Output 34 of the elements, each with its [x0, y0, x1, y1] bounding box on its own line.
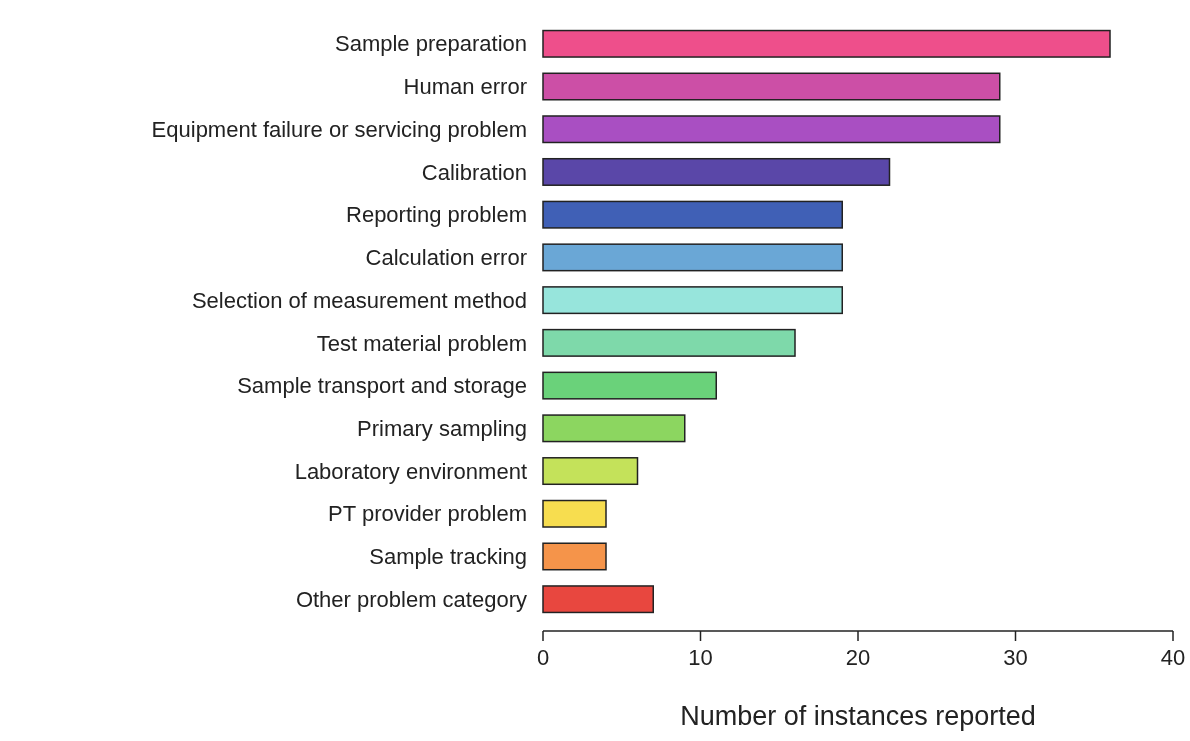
x-tick-label: 20	[845, 645, 871, 670]
y-tick-label: Calibration	[421, 159, 527, 185]
y-tick-label: Sample tracking	[369, 544, 527, 570]
y-tick-label: Other problem category	[295, 586, 527, 612]
bar	[542, 542, 607, 571]
y-tick-label: Equipment failure or servicing problem	[151, 116, 527, 142]
y-tick-label: Selection of measurement method	[191, 287, 527, 313]
bar	[542, 286, 843, 315]
bar	[542, 414, 686, 443]
bar	[542, 585, 654, 614]
x-tick-label: 10	[688, 645, 713, 670]
y-tick-label: Test material problem	[316, 330, 527, 356]
x-tick-label: 30	[1003, 645, 1028, 670]
x-axis-title: Number of instances reported	[680, 701, 1036, 731]
x-tick-label: 0	[536, 645, 550, 670]
y-tick-label: PT provider problem	[328, 501, 527, 527]
bar	[542, 72, 1001, 101]
y-tick-label: Human error	[403, 74, 527, 100]
bar	[542, 157, 891, 186]
y-tick-label: Sample preparation	[334, 31, 527, 57]
y-tick-label: Calculation error	[365, 245, 527, 271]
bar	[542, 243, 843, 272]
y-tick-label: Sample transport and storage	[237, 373, 527, 399]
bar	[542, 29, 1111, 58]
bar	[542, 200, 843, 229]
bar	[542, 115, 1001, 144]
bar	[542, 499, 607, 528]
bar	[542, 328, 796, 357]
y-tick-label: Primary sampling	[357, 416, 527, 442]
y-tick-label: Laboratory environment	[294, 458, 527, 484]
bar	[542, 371, 717, 400]
x-tick-label: 40	[1160, 645, 1186, 670]
bar	[542, 457, 639, 486]
y-tick-label: Reporting problem	[346, 202, 527, 228]
